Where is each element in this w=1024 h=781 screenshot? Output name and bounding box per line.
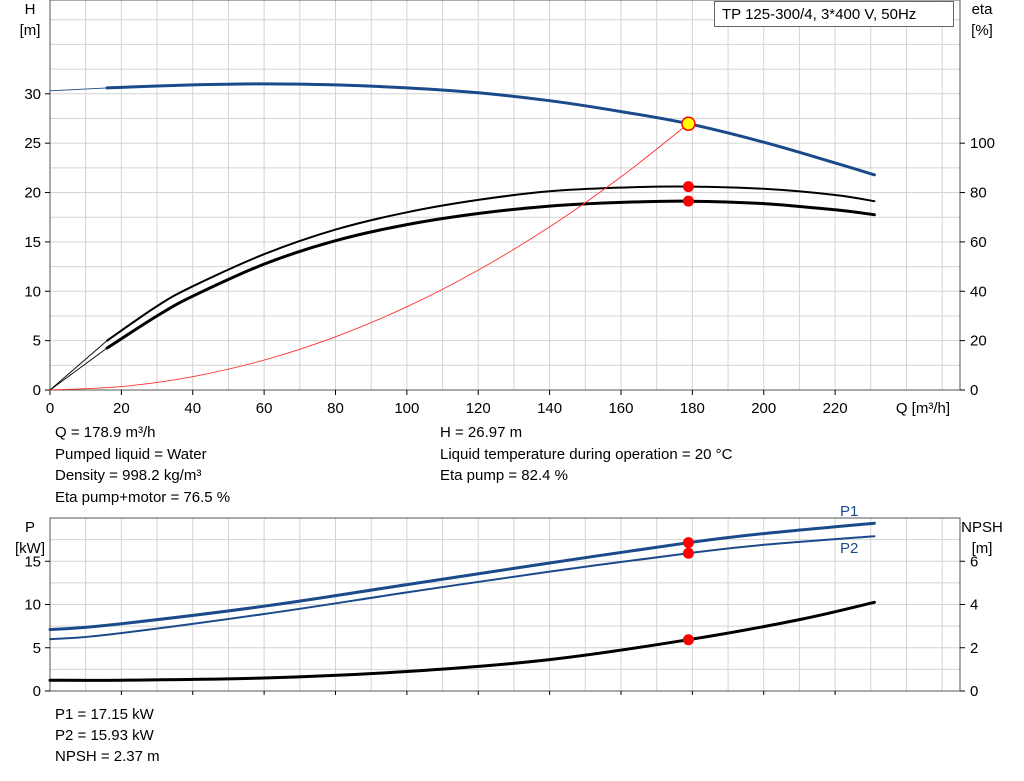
info-eta-pump: Eta pump = 82.4 % (440, 467, 568, 484)
info-temperature: Liquid temperature during operation = 20… (440, 446, 733, 463)
head-efficiency-x-tick-label: 220 (823, 400, 848, 417)
power-npsh-left-tick-label: 10 (24, 597, 41, 614)
power-npsh-ylabel-left-unit: [kW] (15, 540, 45, 557)
head-efficiency-right-tick-label: 60 (970, 234, 987, 251)
head-efficiency-left-tick-label: 20 (24, 185, 41, 202)
head-efficiency-left-tick-label: 10 (24, 283, 41, 300)
head-efficiency-x-tick-label: 60 (256, 400, 273, 417)
head-efficiency-head-curve-line (105, 82, 876, 177)
head-efficiency-left-tick-label: 15 (24, 234, 41, 251)
power-npsh-right-tick-label: 6 (970, 553, 978, 570)
head-efficiency-x-tick-label: 160 (608, 400, 633, 417)
power-npsh-right-tick-label: 2 (970, 640, 978, 657)
pump-title: TP 125-300/4, 3*400 V, 50Hz (714, 1, 954, 27)
head-efficiency-right-tick-label: 80 (970, 185, 987, 202)
power-npsh-left-tick-label: 0 (33, 683, 41, 700)
head-efficiency-x-tick-label: 140 (537, 400, 562, 417)
power-npsh-ylabel-right-unit: [m] (972, 540, 993, 557)
info-h: H = 26.97 m (440, 424, 523, 441)
head-efficiency-operating-point (681, 116, 696, 131)
power-npsh-npsh-line (48, 600, 876, 682)
info-density: Density = 998.2 kg/m³ (55, 467, 202, 484)
head-efficiency-right-tick-label: 100 (970, 135, 995, 152)
head-efficiency-ylabel-left-name: H (25, 1, 36, 18)
power-npsh-p2-line (49, 535, 876, 641)
head-efficiency-x-tick-label: 180 (680, 400, 705, 417)
power-npsh-left-tick-label: 15 (24, 553, 41, 570)
head-efficiency-x-tick-label: 0 (46, 400, 54, 417)
head-efficiency-operating-point (682, 195, 694, 207)
power-npsh-p2-series-label: P2 (840, 540, 858, 557)
power-npsh-right-tick-label: 0 (970, 683, 978, 700)
head-efficiency-left-tick-label: 5 (33, 333, 41, 350)
power-npsh-p1-line (48, 521, 876, 632)
info-eta-pump-motor: Eta pump+motor = 76.5 % (55, 489, 231, 506)
power-npsh-operating-point (682, 537, 694, 549)
power-npsh-left-tick-label: 5 (33, 640, 41, 657)
info-liquid: Pumped liquid = Water (55, 446, 207, 463)
power-npsh-operating-point (682, 634, 694, 646)
head-efficiency-x-tick-label: 120 (466, 400, 491, 417)
head-efficiency-left-tick-label: 0 (33, 382, 41, 399)
head-efficiency-xlabel: Q [m³/h] (896, 400, 950, 417)
head-efficiency-eta-pump-motor-line (105, 199, 876, 350)
head-efficiency-ylabel-right-name: eta (972, 1, 994, 18)
info-q: Q = 178.9 m³/h (55, 424, 156, 441)
head-efficiency-x-tick-label: 80 (327, 400, 344, 417)
power-npsh-right-tick-label: 4 (970, 597, 978, 614)
head-efficiency-operating-point (682, 181, 694, 193)
head-efficiency-left-tick-label: 30 (24, 86, 41, 103)
head-efficiency-right-tick-label: 20 (970, 333, 987, 350)
info-p1: P1 = 17.15 kW (55, 706, 154, 723)
head-efficiency-left-tick-label: 25 (24, 135, 41, 152)
head-efficiency-x-tick-label: 200 (751, 400, 776, 417)
power-npsh-ylabel-right-name: NPSH (961, 519, 1003, 536)
head-efficiency-ylabel-right-unit: [%] (971, 22, 993, 39)
head-efficiency-ylabel-left-unit: [m] (20, 22, 41, 39)
head-efficiency-x-tick-label: 40 (184, 400, 201, 417)
head-efficiency-head-curve-extension-line (49, 87, 108, 92)
info-p2: P2 = 15.93 kW (55, 727, 154, 744)
head-efficiency-x-tick-label: 20 (113, 400, 130, 417)
head-efficiency-x-tick-label: 100 (394, 400, 419, 417)
head-efficiency-eta-extension-line (49, 340, 108, 391)
power-npsh-ylabel-left-name: P (25, 519, 35, 536)
head-efficiency-eta-extension-line (49, 347, 108, 391)
head-efficiency-system-curve-line (49, 123, 689, 391)
head-efficiency-eta-pump-line (106, 185, 876, 342)
power-npsh-operating-point (682, 547, 694, 559)
head-efficiency-right-tick-label: 40 (970, 283, 987, 300)
power-npsh-p1-series-label: P1 (840, 503, 858, 520)
info-npsh: NPSH = 2.37 m (55, 748, 160, 765)
head-efficiency-frame (49, 0, 961, 391)
head-efficiency-right-tick-label: 0 (970, 382, 978, 399)
